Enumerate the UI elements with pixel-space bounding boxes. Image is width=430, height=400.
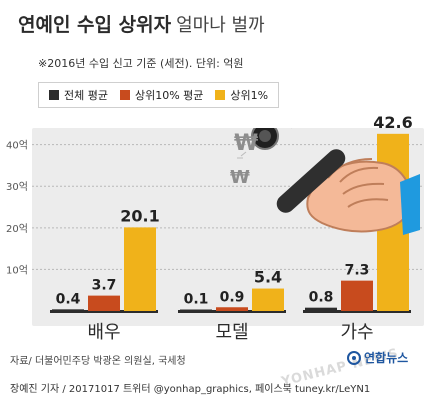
bar-1-1 (216, 307, 248, 311)
yonhap-icon (347, 350, 361, 365)
value-label-2-0: 0.8 (309, 290, 334, 306)
value-label-0-2: 20.1 (120, 206, 159, 225)
yonhap-logo: 연합뉴스 (347, 349, 408, 366)
legend-label-total-average: 전체 평균 (64, 89, 108, 102)
legend-swatch-total-average (49, 90, 59, 100)
title-main: 연예인 수입 상위자 (18, 14, 172, 36)
value-label-1-2: 5.4 (254, 268, 282, 287)
source-note: 자료/ 더불어민주당 박광온 의원실, 국세청 (10, 356, 186, 367)
bar-2-0 (305, 307, 337, 311)
legend-item-total-average: 전체 평균 (49, 87, 108, 103)
bar-1-2 (252, 288, 284, 311)
category-label-1: 모델 (215, 322, 248, 343)
legend-item-top1: 상위1% (215, 87, 268, 103)
legend-swatch-top1 (215, 90, 226, 100)
value-label-0-0: 0.4 (56, 291, 81, 307)
value-label-1-1: 0.9 (220, 289, 245, 305)
category-label-2: 가수 (340, 322, 373, 343)
bar-0-2 (124, 227, 156, 311)
value-label-2-1: 7.3 (345, 263, 370, 279)
legend-label-top1: 상위1% (230, 89, 269, 102)
bar-0-0 (52, 309, 84, 311)
page-title: 연예인 수입 상위자 얼마나 벌까 (18, 10, 265, 37)
y-tick-label-20: 20억 (6, 223, 28, 235)
value-label-0-1: 3.7 (92, 278, 117, 294)
value-label-1-0: 0.1 (184, 292, 209, 308)
value-label-2-2: 42.6 (373, 113, 412, 132)
legend-swatch-top10-average (119, 90, 130, 100)
bar-0-1 (88, 295, 120, 311)
legend-item-top10-average: 상위10% 평균 (119, 87, 204, 103)
unit-note: ※2016년 수입 신고 기준 (세전). 단위: 억원 (38, 57, 244, 70)
y-tick-label-10: 10억 (6, 264, 28, 276)
y-tick-label-40: 40억 (6, 140, 28, 152)
credit-line: 장예진 기자 / 20171017 트위터 @yonhap_graphics, … (10, 384, 371, 395)
legend: 전체 평균 상위10% 평균 상위1% (38, 82, 280, 108)
y-tick-label-30: 30억 (6, 181, 28, 193)
bar-2-1 (341, 280, 373, 311)
baseline-1 (178, 310, 286, 313)
bar-1-0 (180, 309, 212, 311)
baseline-0 (50, 310, 158, 313)
title-sub: 얼마나 벌까 (176, 15, 265, 36)
bar-2-2 (377, 133, 409, 311)
baseline-2 (303, 310, 411, 313)
yonhap-logo-text: 연합뉴스 (364, 351, 409, 365)
legend-label-top10-average: 상위10% 평균 (134, 89, 204, 102)
category-label-0: 배우 (87, 322, 120, 343)
